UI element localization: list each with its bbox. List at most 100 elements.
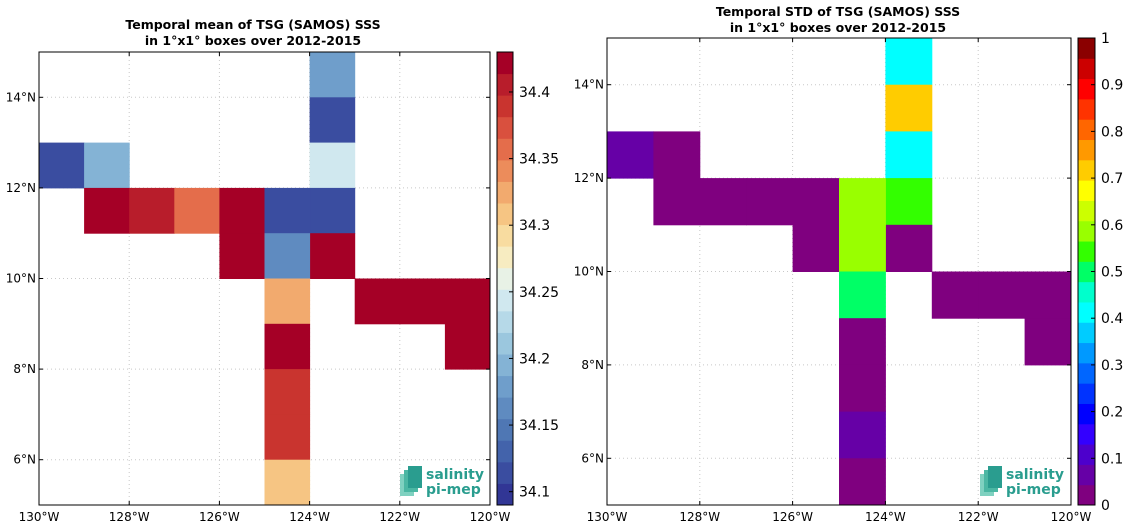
heatmap-cells (607, 38, 1072, 506)
x-tick-label: 126°W (772, 510, 813, 523)
x-tick-label: 124°W (865, 510, 906, 523)
colorbar-tick-label: 1 (1101, 31, 1110, 47)
y-tick-label: 14°N (574, 78, 604, 92)
heatmap-cell (792, 178, 840, 226)
colorbar-bin (1078, 423, 1095, 445)
colorbar-tick-label: 0.3 (1101, 358, 1123, 374)
x-tick-label: 130°W (19, 510, 60, 523)
heatmap-cell (309, 52, 356, 98)
x-tick-label: 120°W (470, 510, 511, 523)
heatmap-cell (264, 459, 311, 506)
heatmap-cell (839, 318, 886, 366)
colorbar-tick-label: 34.3 (519, 218, 550, 234)
colorbar-bin (1078, 180, 1095, 201)
heatmap-cell (129, 187, 175, 234)
colorbar-tick-label: 0.7 (1101, 171, 1123, 187)
chart-title: Temporal STD of TSG (SAMOS) SSS (716, 4, 960, 19)
colorbar-bin (1078, 78, 1095, 100)
colorbar-tick-label: 0.1 (1101, 451, 1123, 467)
y-tick-label: 8°N (581, 358, 604, 372)
colorbar-tick-label: 0.6 (1101, 218, 1123, 234)
colorbar-bin (497, 461, 513, 484)
colorbar-bin (1078, 58, 1095, 80)
colorbar-bin (497, 52, 513, 75)
colorbar-tick-label: 34.4 (519, 85, 550, 101)
heatmap-cell (885, 131, 933, 179)
logo-text: salinity (1006, 467, 1064, 483)
x-tick-label: 120°W (1051, 510, 1092, 523)
x-tick-label: 122°W (379, 510, 420, 523)
heatmap-cell (839, 271, 886, 319)
colorbar-bin (1078, 403, 1095, 425)
colorbar-bin (497, 159, 513, 182)
colorbar-bin (1078, 484, 1095, 506)
heatmap-cell (444, 323, 491, 370)
colorbar-bin (497, 440, 513, 463)
colorbar-bin (497, 332, 513, 355)
colorbar-tick-label: 0.8 (1101, 124, 1123, 140)
colorbar-tick-label: 34.35 (519, 152, 559, 168)
colorbar-bin (497, 483, 513, 506)
colorbar-bin (1078, 241, 1095, 262)
colorbar-bin (1078, 139, 1095, 161)
heatmap-cell (444, 278, 491, 325)
heatmap-cell (839, 178, 886, 226)
heatmap-cell (309, 187, 356, 234)
colorbar-tick-label: 0.4 (1101, 311, 1123, 327)
colorbar-bin (1078, 322, 1095, 344)
colorbar-bin (497, 418, 513, 441)
heatmap-cells (39, 52, 491, 506)
y-tick-label: 6°N (13, 453, 36, 467)
colorbar-bin (1078, 362, 1095, 384)
colorbar-bin (1078, 281, 1095, 303)
colorbar-bin (497, 203, 513, 226)
heatmap-cell (885, 178, 933, 226)
heatmap-cell (174, 187, 220, 234)
colorbar-tick-label: 34.25 (519, 285, 559, 301)
heatmap-cell (354, 278, 401, 325)
colorbar-frame (496, 51, 514, 506)
heatmap-cell (885, 84, 933, 132)
x-tick-label: 122°W (958, 510, 999, 523)
colorbar-tick-label: 34.15 (519, 418, 559, 434)
heatmap-cell (219, 187, 265, 234)
heatmap-cell (885, 38, 933, 86)
colorbar-bin (497, 73, 513, 96)
heatmap-cell (746, 178, 794, 226)
heatmap-cell (839, 224, 886, 272)
chart-title: Temporal mean of TSG (SAMOS) SSS (125, 17, 380, 32)
logo-icon (408, 466, 422, 488)
heatmap-cell (1024, 318, 1072, 366)
x-tick-label: 124°W (289, 510, 330, 523)
colorbar-bin (1078, 38, 1095, 59)
colorbar-bin (497, 95, 513, 118)
colorbar-bin (1078, 464, 1095, 486)
heatmap-cell (264, 187, 311, 234)
heatmap-cell (653, 178, 701, 226)
chart-subtitle: in 1°x1° boxes over 2012-2015 (145, 33, 361, 48)
chart-subtitle: in 1°x1° boxes over 2012-2015 (730, 20, 946, 35)
y-tick-label: 12°N (574, 171, 604, 185)
colorbar-bin (1078, 301, 1095, 323)
heatmap-cell (1024, 271, 1072, 319)
heatmap-cell (309, 233, 356, 279)
colorbar-tick-label: 0.2 (1101, 405, 1123, 421)
colorbar-bin (497, 289, 513, 312)
colorbar-tick-label: 34.2 (519, 351, 550, 367)
heatmap-cell (84, 142, 130, 189)
colorbar-bin (497, 246, 513, 269)
y-tick-label: 10°N (574, 265, 604, 279)
colorbar-bin (497, 310, 513, 333)
std-sss-panel: Temporal STD of TSG (SAMOS) SSS in 1°x1°… (574, 4, 1124, 523)
colorbar-bin (1078, 383, 1095, 404)
colorbar-bin (1078, 342, 1095, 364)
logo-text: salinity (426, 467, 484, 483)
heatmap-cell (39, 142, 85, 189)
heatmap-cell (839, 411, 886, 459)
colorbar-bin (497, 375, 513, 398)
x-tick-label: 126°W (199, 510, 240, 523)
heatmap-cell (607, 131, 654, 179)
colorbar-bin (497, 354, 513, 377)
